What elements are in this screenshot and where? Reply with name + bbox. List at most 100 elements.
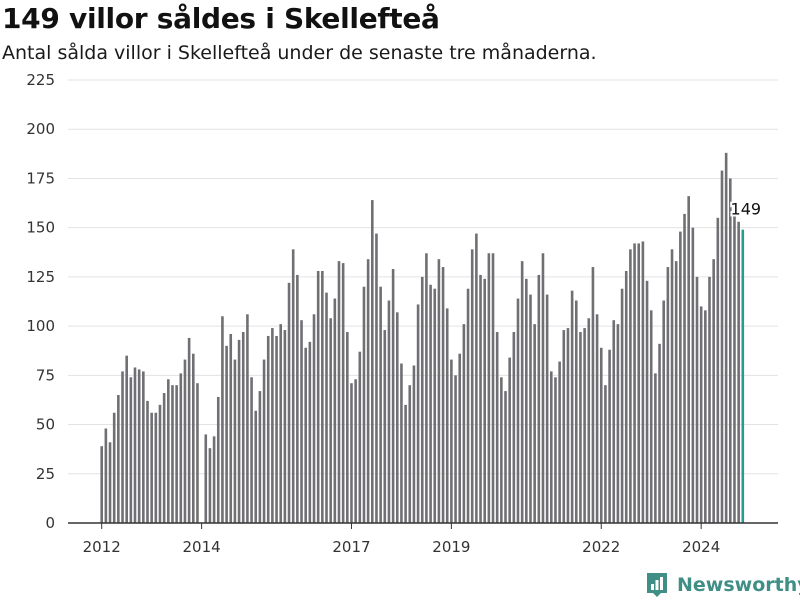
bar <box>537 274 541 523</box>
bar <box>458 353 462 523</box>
bar <box>416 304 420 523</box>
bars <box>100 152 745 524</box>
bar <box>225 345 228 523</box>
bar <box>491 253 495 523</box>
bar <box>495 332 499 523</box>
bar <box>125 355 128 523</box>
bar <box>142 371 145 523</box>
bar <box>437 259 441 523</box>
bar <box>171 385 174 523</box>
bar <box>329 318 332 523</box>
bar <box>112 412 116 523</box>
bar <box>246 314 249 523</box>
bar <box>133 367 137 523</box>
bar <box>250 377 253 523</box>
bar <box>599 347 603 523</box>
bar <box>362 286 366 523</box>
bar <box>441 267 445 523</box>
bar <box>525 278 528 523</box>
annotations: 149 <box>729 198 764 221</box>
bar <box>108 442 112 523</box>
bar <box>167 379 170 523</box>
bar <box>183 359 187 523</box>
bar <box>212 436 216 523</box>
bar <box>649 310 653 523</box>
bar <box>545 294 549 523</box>
bar <box>387 300 391 523</box>
bar <box>391 269 395 523</box>
bar <box>737 221 740 523</box>
bar <box>699 306 703 523</box>
bar <box>691 227 695 524</box>
bar-chart-logo-icon <box>647 573 667 597</box>
bar <box>325 292 328 523</box>
bar <box>708 276 711 523</box>
bar <box>337 261 341 523</box>
x-tick-label: 2012 <box>83 538 121 556</box>
x-tick-label: 2014 <box>183 538 221 556</box>
bar <box>300 320 303 523</box>
bar <box>321 270 324 523</box>
y-tick-label: 125 <box>26 268 55 286</box>
bar <box>529 294 532 523</box>
bar <box>175 385 178 523</box>
bar <box>316 270 320 523</box>
bar <box>395 312 399 523</box>
bar <box>262 359 266 523</box>
bar <box>674 261 678 523</box>
y-tick-label: 200 <box>26 120 55 138</box>
bar <box>666 267 670 523</box>
bar <box>196 383 199 523</box>
bar <box>624 270 628 523</box>
bar-latest <box>741 229 745 523</box>
bar <box>271 328 274 523</box>
bar <box>354 379 357 523</box>
bar <box>254 410 258 523</box>
bar <box>187 337 191 523</box>
bar <box>379 286 382 523</box>
bar <box>520 261 524 523</box>
bar <box>662 300 666 523</box>
bar <box>258 391 262 523</box>
bar <box>408 385 412 523</box>
bar <box>100 446 103 523</box>
bar <box>724 152 728 523</box>
brand-logo: Newsworthy <box>645 570 800 600</box>
bar <box>445 308 449 523</box>
bar <box>695 276 699 523</box>
bar <box>346 332 349 523</box>
bar <box>162 393 166 523</box>
bar <box>483 278 486 523</box>
bar <box>404 404 407 523</box>
bar <box>729 178 732 523</box>
bar <box>433 288 437 523</box>
bar <box>475 233 478 523</box>
bar <box>558 361 561 523</box>
bar <box>304 347 307 523</box>
bar <box>283 330 287 523</box>
y-tick-label: 225 <box>26 71 55 89</box>
bar <box>541 253 545 523</box>
bar <box>221 316 224 523</box>
bar <box>508 357 511 523</box>
y-tick-label: 50 <box>36 416 55 434</box>
bar <box>487 253 491 523</box>
bar <box>375 233 378 523</box>
bar <box>291 249 295 523</box>
bar <box>679 231 682 523</box>
bar <box>146 400 149 523</box>
bar <box>637 243 641 524</box>
bar <box>516 298 520 523</box>
bar <box>466 288 470 523</box>
bar <box>704 310 707 523</box>
x-tick-label: 2022 <box>582 538 620 556</box>
bar <box>595 314 599 523</box>
bar <box>570 290 574 523</box>
bar <box>533 324 536 523</box>
bar <box>154 412 158 523</box>
bar <box>733 215 736 523</box>
bar <box>550 371 553 523</box>
bar <box>608 349 611 523</box>
bar <box>117 395 120 523</box>
bar <box>191 353 195 523</box>
